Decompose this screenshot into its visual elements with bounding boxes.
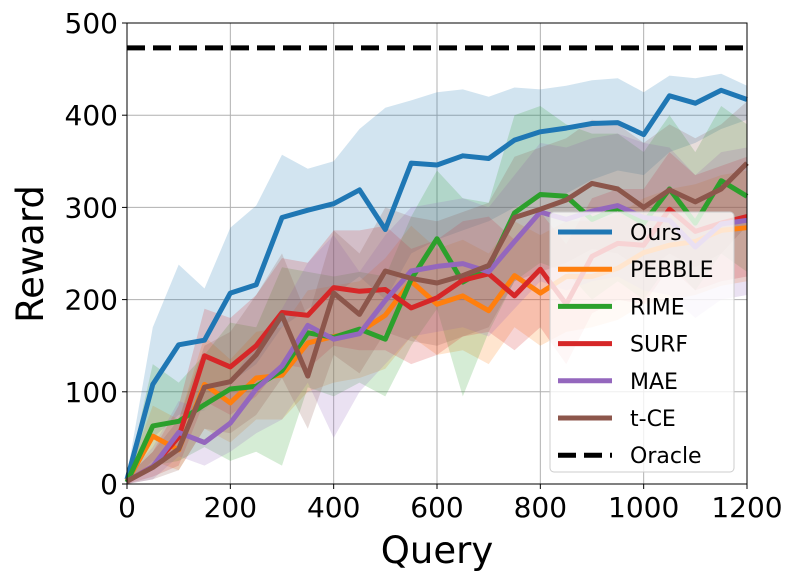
- legend-label-t-ce: t-CE: [630, 407, 676, 432]
- x-axis-label: Query: [381, 529, 493, 572]
- x-tick-label: 600: [410, 491, 463, 524]
- x-tick-label: 400: [307, 491, 360, 524]
- x-tick-label: 0: [118, 491, 136, 524]
- y-tick-label: 300: [65, 191, 118, 224]
- legend-label-pebble: PEBBLE: [630, 258, 714, 283]
- y-tick-label: 0: [100, 468, 118, 501]
- y-axis-ticks: 0 100 200 300 400 500: [65, 7, 127, 501]
- x-tick-label: 1200: [711, 491, 782, 524]
- ours-band: [127, 73, 747, 484]
- legend: Ours PEBBLE RIME SURF MAE t-CE Oracle: [549, 211, 735, 473]
- t-ce-band: [127, 101, 747, 485]
- x-tick-label: 1000: [608, 491, 679, 524]
- x-axis-ticks: 0 200 400 600 800 1000 1200: [118, 484, 783, 524]
- legend-label-oracle: Oracle: [630, 444, 702, 469]
- t-ce-line: [125, 161, 749, 484]
- legend-label-mae: MAE: [630, 370, 678, 395]
- y-tick-label: 500: [65, 7, 118, 40]
- y-tick-label: 400: [65, 99, 118, 132]
- legend-label-surf: SURF: [630, 333, 688, 358]
- legend-box: [549, 211, 735, 473]
- y-tick-label: 100: [65, 376, 118, 409]
- y-tick-label: 200: [65, 284, 118, 317]
- legend-label-rime: RIME: [630, 295, 685, 320]
- legend-label-ours: Ours: [630, 221, 682, 246]
- confidence-bands: [127, 73, 747, 485]
- y-axis-label: Reward: [9, 185, 52, 323]
- x-tick-label: 200: [204, 491, 257, 524]
- ours-line: [124, 87, 748, 481]
- x-tick-label: 800: [514, 491, 567, 524]
